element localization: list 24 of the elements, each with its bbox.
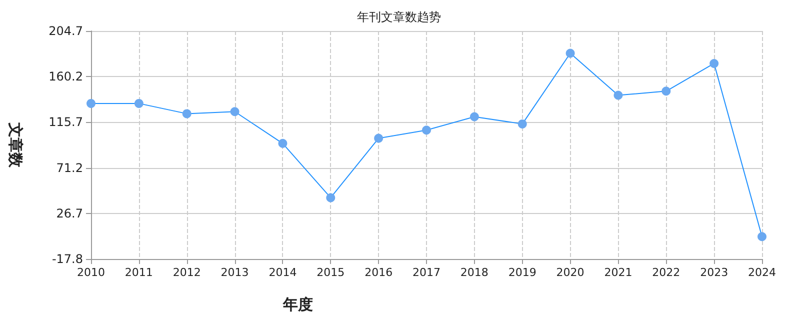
y-tick-label: 204.7 [48, 24, 83, 38]
y-tick-label: 71.2 [56, 160, 83, 175]
x-tick-label: 2010 [77, 266, 105, 279]
x-tick-label: 2022 [652, 266, 680, 279]
x-tick-label: 2020 [556, 266, 584, 279]
y-tick-label: 115.7 [48, 115, 83, 130]
x-tick-label: 2012 [172, 266, 201, 279]
chart-title: 年刊文章数趋势 [357, 10, 441, 24]
x-tick-label: 2015 [316, 266, 345, 279]
x-axis-title: 年度 [282, 296, 313, 314]
x-tick-label: 2011 [124, 266, 153, 279]
x-tick-label: 2024 [748, 266, 776, 279]
x-tick-label: 2014 [268, 266, 297, 279]
x-tick-label: 2016 [364, 266, 393, 279]
y-tick-label: -17.8 [52, 252, 83, 266]
x-tick-label: 2018 [460, 266, 488, 279]
x-tick-label: 2013 [220, 266, 249, 279]
x-tick-label: 2019 [508, 266, 536, 279]
y-tick-label: 26.7 [56, 206, 83, 220]
x-tick-label: 2017 [412, 266, 440, 279]
y-tick-label: 160.2 [48, 70, 83, 84]
x-tick-label: 2021 [604, 266, 632, 279]
x-tick-label: 2023 [700, 266, 728, 279]
y-axis-title: 文章数 [6, 122, 24, 168]
